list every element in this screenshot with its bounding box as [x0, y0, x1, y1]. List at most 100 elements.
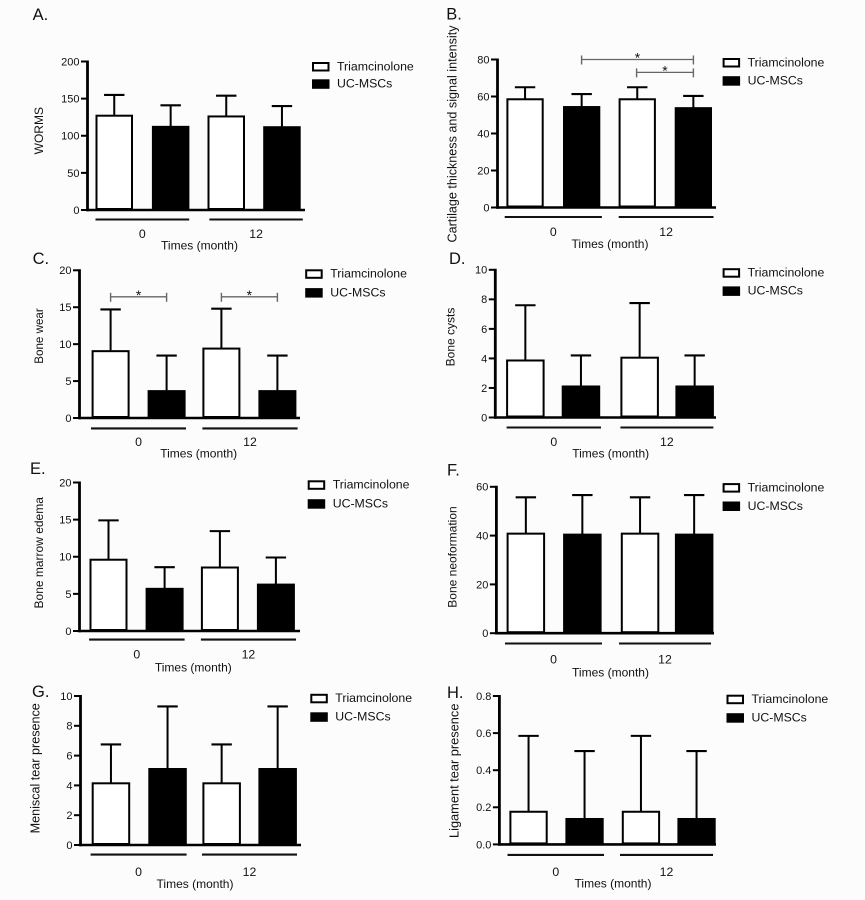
- svg-text:0: 0: [552, 865, 559, 879]
- svg-text:12: 12: [659, 225, 673, 239]
- svg-text:Times (month): Times (month): [575, 877, 652, 891]
- svg-text:5: 5: [65, 376, 71, 388]
- svg-text:Triamcinolone: Triamcinolone: [748, 55, 825, 69]
- svg-text:12: 12: [658, 652, 672, 666]
- svg-text:*: *: [635, 50, 641, 66]
- svg-text:6: 6: [481, 324, 487, 336]
- svg-text:0.4: 0.4: [476, 765, 491, 777]
- svg-text:*: *: [662, 63, 668, 79]
- svg-text:UC-MSCs: UC-MSCs: [752, 711, 807, 725]
- svg-text:12: 12: [660, 435, 674, 449]
- svg-text:8: 8: [66, 721, 72, 733]
- svg-text:Triamcinolone: Triamcinolone: [337, 59, 414, 73]
- svg-text:Bone cysts: Bone cysts: [444, 308, 458, 367]
- svg-text:15: 15: [59, 515, 71, 527]
- svg-text:UC-MSCs: UC-MSCs: [748, 499, 803, 513]
- svg-text:6: 6: [66, 751, 72, 763]
- svg-text:200: 200: [61, 56, 79, 68]
- svg-text:60: 60: [477, 91, 489, 103]
- svg-text:A.: A.: [33, 6, 49, 24]
- svg-text:Cartilage thickness and signal: Cartilage thickness and signal intensity: [445, 25, 459, 243]
- svg-text:0: 0: [550, 652, 557, 666]
- svg-text:4: 4: [66, 780, 72, 792]
- svg-text:Triamcinolone: Triamcinolone: [335, 691, 412, 705]
- svg-text:0: 0: [135, 435, 142, 449]
- svg-text:12: 12: [660, 865, 674, 879]
- svg-text:10: 10: [59, 552, 71, 564]
- svg-text:150: 150: [61, 94, 79, 106]
- svg-text:20: 20: [477, 165, 489, 177]
- svg-text:40: 40: [476, 531, 488, 543]
- svg-text:10: 10: [475, 265, 487, 277]
- svg-text:12: 12: [249, 227, 263, 241]
- svg-text:12: 12: [243, 865, 257, 879]
- svg-text:20: 20: [476, 579, 488, 591]
- svg-text:0.6: 0.6: [476, 728, 491, 740]
- svg-text:UC-MSCs: UC-MSCs: [333, 497, 388, 511]
- svg-text:*: *: [136, 287, 142, 303]
- svg-text:H.: H.: [447, 684, 464, 702]
- svg-text:Times (month): Times (month): [572, 666, 649, 680]
- svg-text:60: 60: [476, 482, 488, 494]
- svg-text:0: 0: [550, 435, 557, 449]
- svg-text:Triamcinolone: Triamcinolone: [330, 267, 407, 281]
- svg-text:0.2: 0.2: [476, 802, 491, 814]
- svg-text:12: 12: [243, 435, 257, 449]
- svg-text:E.: E.: [30, 460, 46, 478]
- svg-text:0: 0: [482, 628, 488, 640]
- svg-text:UC-MSCs: UC-MSCs: [748, 284, 803, 298]
- svg-text:Bone wear: Bone wear: [33, 308, 46, 364]
- svg-text:0.8: 0.8: [476, 691, 491, 703]
- svg-text:2: 2: [66, 810, 72, 822]
- svg-text:0: 0: [550, 225, 557, 239]
- svg-text:Bone marrow edema: Bone marrow edema: [32, 497, 46, 609]
- svg-text:UC-MSCs: UC-MSCs: [330, 285, 385, 299]
- svg-text:0: 0: [483, 202, 489, 214]
- svg-text:0: 0: [481, 412, 487, 424]
- svg-text:Triamcinolone: Triamcinolone: [333, 478, 410, 492]
- svg-text:20: 20: [59, 265, 71, 277]
- svg-text:Times (month): Times (month): [160, 447, 237, 461]
- svg-text:20: 20: [59, 477, 71, 489]
- svg-text:50: 50: [67, 168, 79, 180]
- svg-text:B.: B.: [446, 6, 462, 24]
- svg-text:*: *: [247, 287, 253, 303]
- svg-text:12: 12: [242, 648, 256, 662]
- svg-text:4: 4: [481, 353, 487, 365]
- svg-text:10: 10: [59, 339, 71, 351]
- svg-text:Times (month): Times (month): [161, 238, 238, 252]
- svg-text:5: 5: [65, 589, 71, 601]
- svg-text:Times (month): Times (month): [572, 237, 649, 251]
- svg-text:40: 40: [477, 128, 489, 140]
- svg-text:Meniscal tear presence: Meniscal tear presence: [29, 703, 43, 833]
- svg-text:Triamcinolone: Triamcinolone: [748, 266, 825, 280]
- svg-text:G.: G.: [32, 683, 49, 701]
- svg-text:0: 0: [139, 227, 146, 241]
- svg-text:Triamcinolone: Triamcinolone: [752, 692, 829, 706]
- svg-text:10: 10: [60, 691, 72, 703]
- svg-text:Times (month): Times (month): [572, 447, 649, 461]
- svg-text:0.0: 0.0: [476, 839, 491, 851]
- svg-text:0: 0: [66, 840, 72, 852]
- svg-text:2: 2: [481, 383, 487, 395]
- svg-text:Triamcinolone: Triamcinolone: [748, 480, 825, 494]
- svg-text:C.: C.: [33, 250, 50, 268]
- svg-text:0: 0: [135, 865, 142, 879]
- svg-text:0: 0: [73, 205, 79, 217]
- svg-text:WORMS: WORMS: [32, 107, 46, 154]
- svg-text:D.: D.: [449, 250, 466, 268]
- svg-text:UC-MSCs: UC-MSCs: [337, 77, 392, 91]
- svg-text:100: 100: [61, 131, 79, 143]
- svg-text:F.: F.: [447, 462, 460, 480]
- svg-text:0: 0: [133, 648, 140, 662]
- svg-text:0: 0: [65, 626, 71, 638]
- svg-text:UC-MSCs: UC-MSCs: [335, 710, 390, 724]
- svg-text:Times (month): Times (month): [157, 877, 234, 891]
- svg-text:0: 0: [65, 413, 71, 425]
- svg-text:Times (month): Times (month): [155, 661, 232, 675]
- svg-text:UC-MSCs: UC-MSCs: [748, 74, 803, 88]
- svg-text:8: 8: [481, 294, 487, 306]
- svg-text:80: 80: [477, 54, 489, 66]
- svg-text:Bone neoformation: Bone neoformation: [446, 506, 460, 607]
- svg-text:Ligament tear presence: Ligament tear presence: [447, 704, 462, 838]
